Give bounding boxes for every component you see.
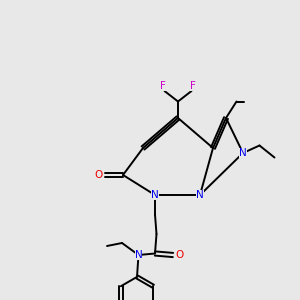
Text: N: N: [135, 250, 142, 260]
Text: N: N: [239, 148, 247, 158]
Text: F: F: [160, 81, 166, 91]
Text: O: O: [176, 250, 184, 260]
Text: N: N: [151, 190, 159, 200]
Text: N: N: [196, 190, 204, 200]
Text: F: F: [190, 81, 196, 91]
Text: O: O: [94, 170, 103, 180]
